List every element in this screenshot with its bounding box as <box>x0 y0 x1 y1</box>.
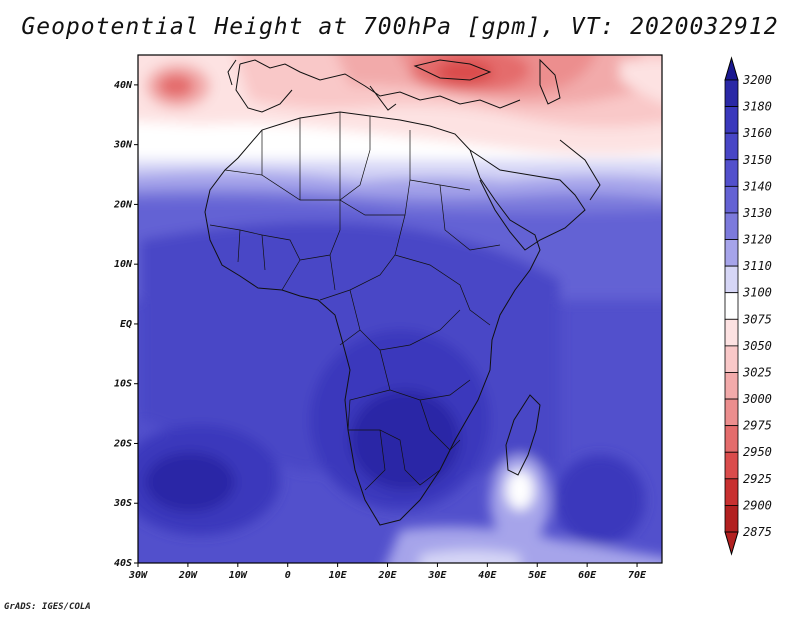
colorbar-max-arrow <box>724 56 739 81</box>
colorbar-swatch <box>724 292 739 320</box>
colorbar-swatch <box>724 451 739 480</box>
colorbar-swatch <box>724 212 739 240</box>
colorbar-label: 3000 <box>742 392 772 406</box>
x-tick-label: 10W <box>229 570 248 581</box>
colorbar-swatch <box>724 79 739 107</box>
y-tick-label: 30S <box>113 498 132 509</box>
x-tick-label: 0 <box>285 570 291 581</box>
grads-credit: GrADS: IGES/COLA <box>4 602 91 612</box>
colorbar-label: 3150 <box>742 153 772 167</box>
colorbar-label: 3025 <box>742 365 772 379</box>
height-field <box>138 55 662 563</box>
map-title: Geopotential Height at 700hPa [gpm], VT:… <box>21 14 779 40</box>
y-tick-label: 40S <box>114 558 132 569</box>
colorbar-label: 2950 <box>743 445 772 459</box>
colorbar-swatch <box>724 345 739 373</box>
colorbar-swatch <box>724 318 739 347</box>
y-tick-label: EQ <box>120 319 132 330</box>
colorbar-label: 2900 <box>743 498 772 512</box>
x-tick-label: 20E <box>377 570 397 581</box>
colorbar-swatch <box>724 265 739 294</box>
x-tick-label: 60E <box>578 570 597 581</box>
x-tick-label: 30W <box>128 570 148 581</box>
colorbar-swatch <box>724 132 739 161</box>
colorbar-label: 3160 <box>742 126 772 140</box>
colorbar: 3200 3180 3160 3150 3140 3130 3120 3110 3100 3075… <box>724 56 772 556</box>
colorbar-swatch <box>724 159 739 187</box>
colorbar-label: 3130 <box>742 206 772 220</box>
colorbar-label: 3120 <box>742 233 772 247</box>
colorbar-label: 2875 <box>743 525 772 539</box>
x-tick-label: 20W <box>178 570 198 581</box>
x-tick-label: 30E <box>427 570 447 581</box>
colorbar-swatch <box>724 425 739 453</box>
y-tick-label: 10N <box>114 259 133 270</box>
colorbar-swatch <box>724 185 739 214</box>
colorbar-swatch <box>724 398 739 427</box>
axis-ticks: 30W 20W 10W 0 10E 20E 30E 40E 50E 60E 70E 40N 30N 20N… <box>113 80 647 581</box>
colorbar-label: 3200 <box>742 73 772 87</box>
colorbar-label: 3140 <box>742 179 772 193</box>
colorbar-label: 2925 <box>743 472 772 486</box>
colorbar-swatch <box>724 106 739 134</box>
colorbar-swatch <box>724 478 739 506</box>
colorbar-swatch <box>724 239 739 267</box>
x-tick-label: 70E <box>628 570 647 581</box>
colorbar-label: 3050 <box>742 339 772 353</box>
y-tick-label: 10S <box>114 379 132 390</box>
plot-frame <box>137 54 663 564</box>
colorbar-label: 2975 <box>743 419 772 433</box>
colorbar-min-arrow <box>724 531 739 556</box>
colorbar-swatch <box>724 372 739 400</box>
y-tick-label: 20S <box>113 438 132 449</box>
y-tick-label: 20N <box>113 199 133 210</box>
colorbar-label: 3100 <box>742 286 772 300</box>
x-tick-label: 40E <box>478 570 497 581</box>
coastlines <box>204 58 601 526</box>
country-borders <box>209 112 501 491</box>
colorbar-label: 3110 <box>742 259 772 273</box>
y-tick-label: 30N <box>113 140 133 151</box>
colorbar-label: 3180 <box>742 100 772 114</box>
x-tick-label: 10E <box>329 570 348 581</box>
colorbar-swatch <box>724 505 739 533</box>
colorbar-label: 3075 <box>742 312 772 326</box>
x-tick-label: 50E <box>528 570 547 581</box>
y-tick-label: 40N <box>114 80 133 91</box>
